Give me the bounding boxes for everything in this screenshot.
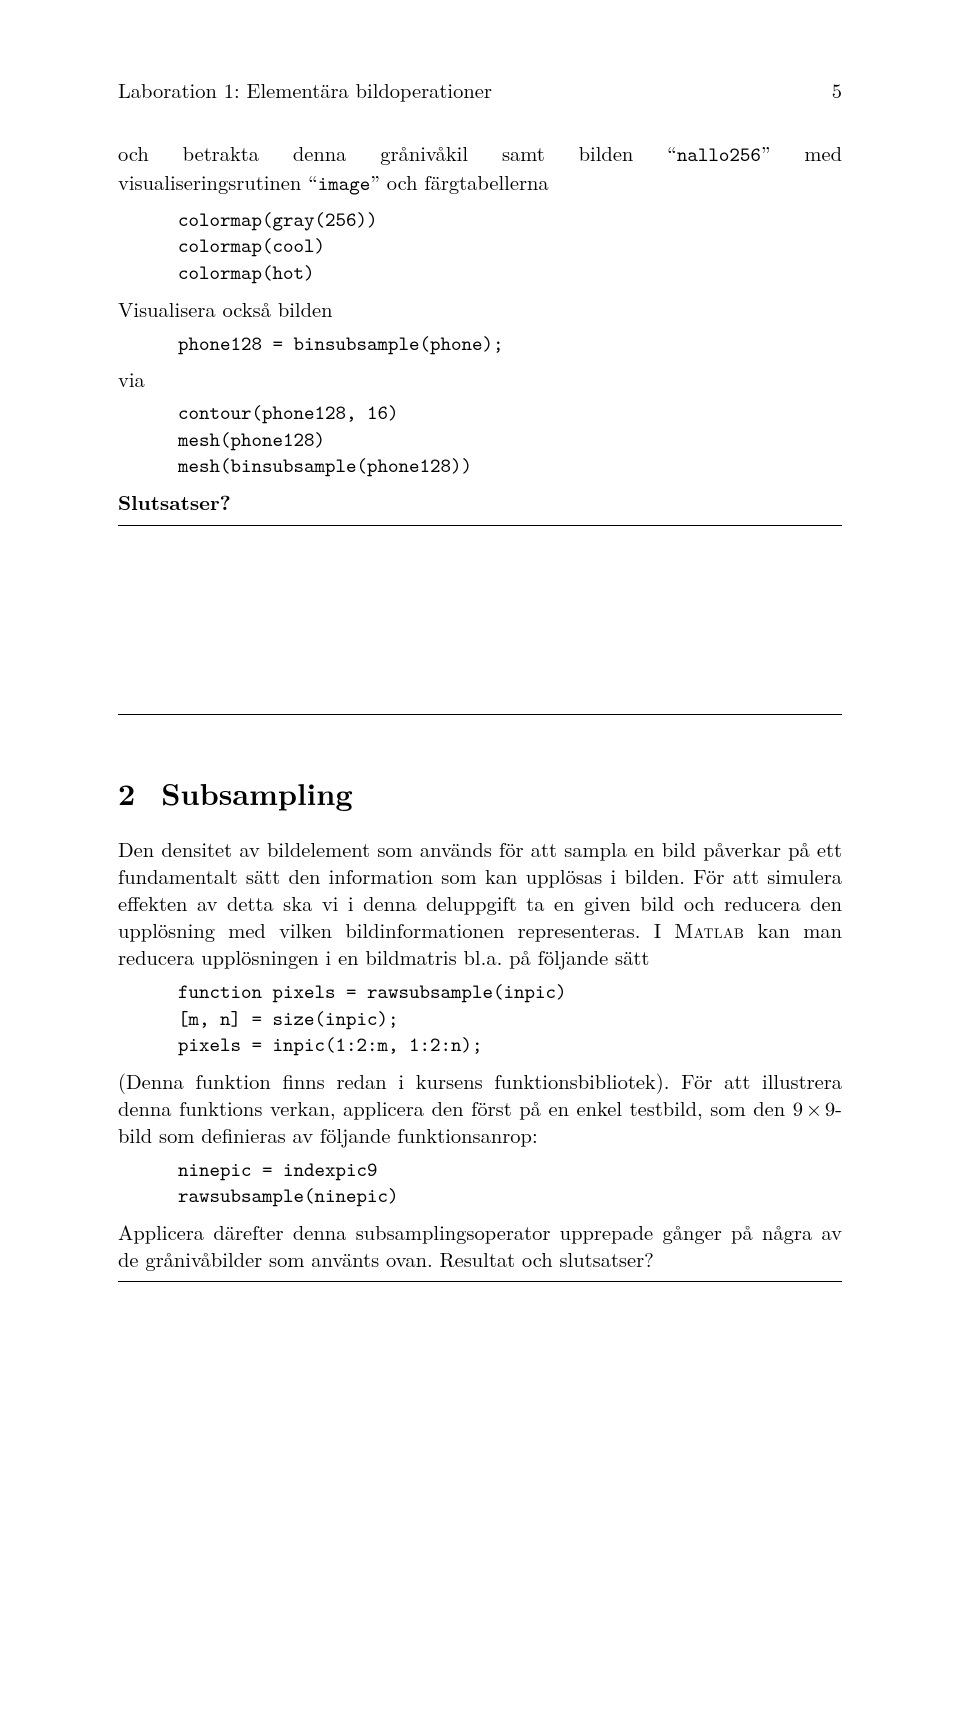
section-paragraph-3: Applicera därefter denna subsamplingsope… xyxy=(118,1218,842,1272)
section-paragraph-2: (Denna funktion finns redan i kursens fu… xyxy=(118,1067,842,1148)
smallcaps-matlab: Matlab xyxy=(674,915,744,944)
code-block-phone: phone128 = binsubsample(phone); xyxy=(178,331,842,358)
code-inline: nallo256 xyxy=(677,142,761,168)
dim-2: 9 xyxy=(825,1093,835,1122)
via-label: via xyxy=(118,365,842,392)
section-title: Subsampling xyxy=(161,771,352,814)
code-block-contour: contour(phone128, 16) mesh(phone128) mes… xyxy=(178,400,842,480)
horizontal-rule xyxy=(118,1281,842,1282)
header-title: Laboration 1: Elementära bildoperationer xyxy=(118,76,492,103)
code-block-rawsubsample: function pixels = rawsubsample(inpic) [m… xyxy=(178,979,842,1059)
answer-gap xyxy=(118,526,842,714)
code-inline: image xyxy=(318,171,371,197)
page: Laboration 1: Elementära bildoperationer… xyxy=(0,0,960,1714)
text: och betrakta denna grånivåkil samt bilde… xyxy=(118,138,677,167)
running-header: Laboration 1: Elementära bildoperationer… xyxy=(118,76,842,103)
section-number: 2 xyxy=(118,771,135,814)
slutsatser-label: Slutsatser? xyxy=(118,488,842,516)
times-symbol: × xyxy=(803,1093,825,1122)
page-number: 5 xyxy=(832,76,842,103)
section-paragraph-1: Den densitet av bildelement som används … xyxy=(118,835,842,970)
text: (Denna funktion finns redan i kursens fu… xyxy=(118,1066,842,1122)
code-block-colormaps: colormap(gray(256)) colormap(cool) color… xyxy=(178,207,842,287)
bold-text: Slutsatser? xyxy=(118,488,231,517)
horizontal-rule xyxy=(118,714,842,715)
dim-1: 9 xyxy=(793,1093,803,1122)
paragraph-intro: och betrakta denna grånivåkil samt bilde… xyxy=(118,139,842,198)
code-block-ninepic: ninepic = indexpic9 rawsubsample(ninepic… xyxy=(178,1157,842,1210)
text: ” och färgtabellerna xyxy=(370,167,548,196)
paragraph-visualize: Visualisera också bilden xyxy=(118,295,842,322)
section-heading: 2 Subsampling xyxy=(118,773,842,813)
